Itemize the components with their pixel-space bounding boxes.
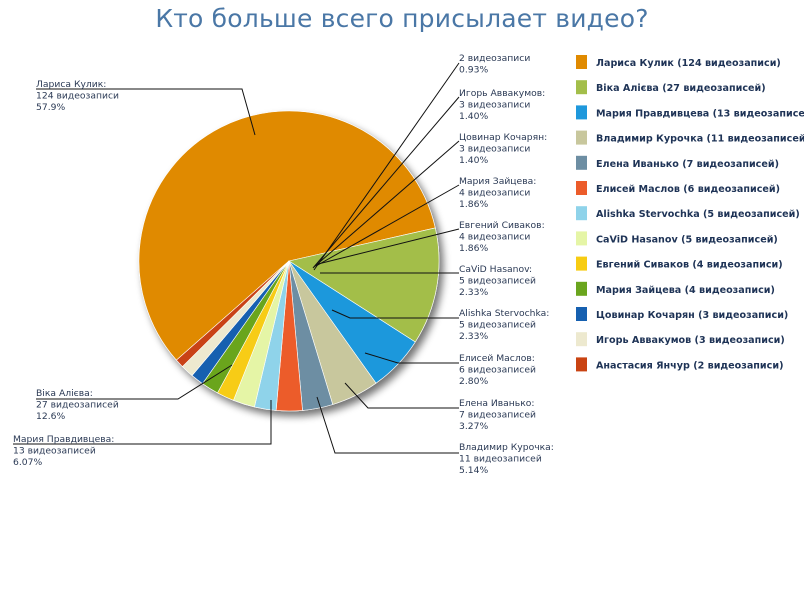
legend-item[interactable]: Евгений Сиваков (4 видеозаписи) bbox=[596, 260, 783, 271]
slice-percent-label: 1.86% bbox=[459, 199, 488, 210]
slice-count-label: 7 видеозаписей bbox=[459, 410, 536, 421]
slice-name-label: Владимир Курочка: bbox=[459, 442, 554, 453]
slice-percent-label: 0.93% bbox=[459, 65, 488, 76]
pie-slices bbox=[138, 110, 440, 412]
slice-name-label: Елисей Маслов: bbox=[459, 353, 535, 364]
legend-swatch bbox=[576, 130, 587, 145]
slice-count-label: 3 видеозаписи bbox=[459, 144, 530, 155]
pie-slice-slice-12 bbox=[175, 260, 290, 367]
slice-name-label: Мария Зайцева: bbox=[459, 176, 536, 187]
slice-count-label: 4 видеозаписи bbox=[459, 232, 530, 243]
legend-swatch bbox=[576, 307, 587, 321]
leader-line bbox=[13, 400, 272, 445]
slice-percent-label: 1.40% bbox=[459, 155, 488, 166]
leader-line bbox=[344, 382, 459, 409]
legend-swatch bbox=[576, 105, 587, 120]
legend-swatch bbox=[576, 332, 587, 347]
slice-percent-label: 5.14% bbox=[459, 465, 488, 476]
slice-name-label: Цовинар Кочарян: bbox=[459, 132, 547, 143]
leader-line bbox=[331, 309, 459, 319]
leader-line bbox=[317, 228, 460, 265]
slice-name-label: Віка Алієва: bbox=[36, 388, 93, 399]
leader-lines bbox=[13, 62, 460, 454]
leader-line bbox=[315, 184, 460, 267]
legend-swatch bbox=[576, 357, 587, 372]
legend-item[interactable]: Мария Правдивцева (13 видеозаписей) bbox=[596, 108, 804, 119]
legend-swatch bbox=[576, 80, 587, 95]
legend: Лариса Кулик (124 видеозаписи) Віка Алієв… bbox=[576, 55, 804, 372]
slice-count-label: 2 видеозаписи bbox=[459, 53, 530, 64]
slice-percent-label: 3.27% bbox=[459, 421, 488, 432]
legend-swatch bbox=[576, 181, 587, 195]
slice-count-label: 11 видеозаписей bbox=[459, 454, 542, 465]
slice-name-label: Елена Иванько: bbox=[459, 398, 535, 409]
leader-line bbox=[313, 140, 460, 268]
leader-line bbox=[316, 396, 459, 454]
legend-swatch bbox=[576, 231, 587, 246]
slice-percent-label: 1.40% bbox=[459, 111, 488, 122]
legend-item[interactable]: Віка Алієва (27 видеозаписей) bbox=[596, 83, 766, 94]
legend-item[interactable]: Цовинар Кочарян (3 видеозаписи) bbox=[596, 310, 788, 321]
slice-percent-label: 1.86% bbox=[459, 243, 488, 254]
legend-swatch bbox=[576, 155, 587, 170]
legend-swatch bbox=[576, 256, 587, 271]
slice-percent-label: 2.33% bbox=[459, 287, 488, 298]
leader-line bbox=[36, 364, 233, 400]
slice-count-label: 5 видеозаписей bbox=[459, 276, 536, 287]
slice-percent-label: 6.07% bbox=[13, 457, 42, 468]
chart-title: Кто больше всего присылает видео? bbox=[155, 4, 649, 33]
slice-count-label: 124 видеозаписи bbox=[36, 91, 119, 102]
legend-item[interactable]: CaViD Hasanov (5 видеозаписей) bbox=[596, 234, 778, 245]
slice-count-label: 5 видеозаписей bbox=[459, 320, 536, 331]
slice-name-label: Евгений Сиваков: bbox=[459, 220, 545, 231]
slice-count-label: 6 видеозаписей bbox=[459, 365, 536, 376]
slice-count-label: 3 видеозаписи bbox=[459, 100, 530, 111]
leader-line bbox=[312, 96, 460, 269]
legend-item[interactable]: Мария Зайцева (4 видеозаписи) bbox=[596, 285, 775, 296]
slice-count-label: 4 видеозаписи bbox=[459, 188, 530, 199]
slice-name-label: Лариса Кулик: bbox=[36, 79, 106, 90]
legend-swatch bbox=[576, 281, 587, 296]
slice-count-label: 13 видеозаписей bbox=[13, 446, 96, 457]
pie-slice-лариса-кулик bbox=[138, 110, 436, 361]
legend-item[interactable]: Владимир Курочка (11 видеозаписей) bbox=[596, 134, 804, 145]
leader-line bbox=[36, 88, 256, 136]
slice-name-label: CaViD Hasanov: bbox=[459, 264, 532, 275]
slice-percent-label: 2.33% bbox=[459, 331, 488, 342]
slice-percent-label: 57.9% bbox=[36, 102, 65, 113]
slice-name-label: Игорь Аввакумов: bbox=[459, 88, 545, 99]
legend-swatch bbox=[576, 206, 587, 221]
slice-percent-label: 2.80% bbox=[459, 376, 488, 387]
slice-name-label: Мария Правдивцева: bbox=[13, 434, 114, 445]
slice-percent-label: 12.6% bbox=[36, 411, 65, 422]
leader-line bbox=[364, 352, 459, 364]
slice-name-label: Alishka Stervochka: bbox=[459, 308, 549, 319]
legend-item[interactable]: Анастасия Янчур (2 видеозаписи) bbox=[596, 360, 783, 371]
legend-item[interactable]: Елена Иванько (7 видеозаписей) bbox=[596, 159, 779, 170]
slice-count-label: 27 видеозаписей bbox=[36, 400, 119, 411]
legend-item[interactable]: Alishka Stervochka (5 видеозаписей) bbox=[596, 209, 800, 220]
legend-item[interactable]: Елисей Маслов (6 видеозаписей) bbox=[596, 184, 780, 195]
leader-line bbox=[313, 62, 460, 271]
legend-item[interactable]: Игорь Аввакумов (3 видеозаписи) bbox=[596, 335, 785, 346]
legend-item[interactable]: Лариса Кулик (124 видеозаписи) bbox=[596, 58, 781, 69]
legend-swatch bbox=[576, 55, 587, 69]
